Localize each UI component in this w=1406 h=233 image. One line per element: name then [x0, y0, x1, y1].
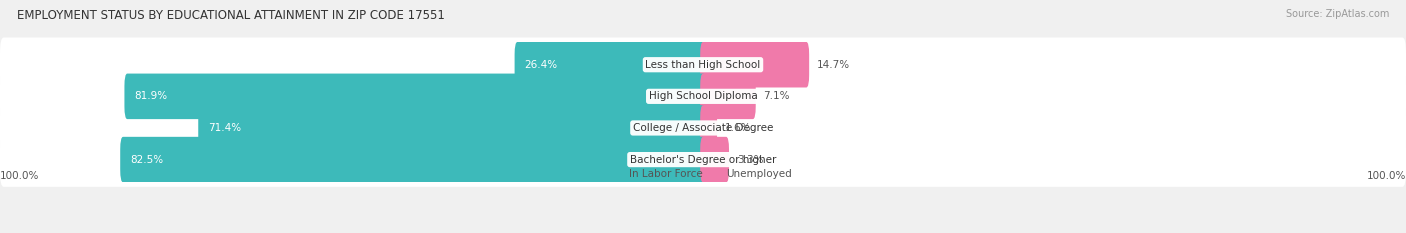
FancyBboxPatch shape	[700, 137, 728, 182]
Text: 71.4%: 71.4%	[208, 123, 242, 133]
Text: 1.6%: 1.6%	[725, 123, 751, 133]
Text: 82.5%: 82.5%	[131, 155, 163, 164]
Text: 81.9%: 81.9%	[134, 91, 167, 101]
Legend: In Labor Force, Unemployed: In Labor Force, Unemployed	[610, 165, 796, 184]
Text: 3.3%: 3.3%	[737, 155, 763, 164]
Text: Less than High School: Less than High School	[645, 60, 761, 70]
Text: Bachelor's Degree or higher: Bachelor's Degree or higher	[630, 155, 776, 164]
FancyBboxPatch shape	[0, 69, 1406, 123]
Text: 100.0%: 100.0%	[1367, 171, 1406, 181]
Text: High School Diploma: High School Diploma	[648, 91, 758, 101]
FancyBboxPatch shape	[700, 74, 756, 119]
Text: 26.4%: 26.4%	[524, 60, 558, 70]
Text: College / Associate Degree: College / Associate Degree	[633, 123, 773, 133]
FancyBboxPatch shape	[198, 105, 706, 151]
FancyBboxPatch shape	[700, 105, 717, 151]
Text: Source: ZipAtlas.com: Source: ZipAtlas.com	[1285, 9, 1389, 19]
FancyBboxPatch shape	[121, 137, 706, 182]
FancyBboxPatch shape	[0, 132, 1406, 187]
FancyBboxPatch shape	[0, 38, 1406, 92]
FancyBboxPatch shape	[0, 101, 1406, 155]
Text: 100.0%: 100.0%	[0, 171, 39, 181]
FancyBboxPatch shape	[515, 42, 706, 87]
Text: 7.1%: 7.1%	[763, 91, 790, 101]
Text: EMPLOYMENT STATUS BY EDUCATIONAL ATTAINMENT IN ZIP CODE 17551: EMPLOYMENT STATUS BY EDUCATIONAL ATTAINM…	[17, 9, 444, 22]
FancyBboxPatch shape	[700, 42, 810, 87]
FancyBboxPatch shape	[124, 74, 706, 119]
Text: 14.7%: 14.7%	[817, 60, 851, 70]
